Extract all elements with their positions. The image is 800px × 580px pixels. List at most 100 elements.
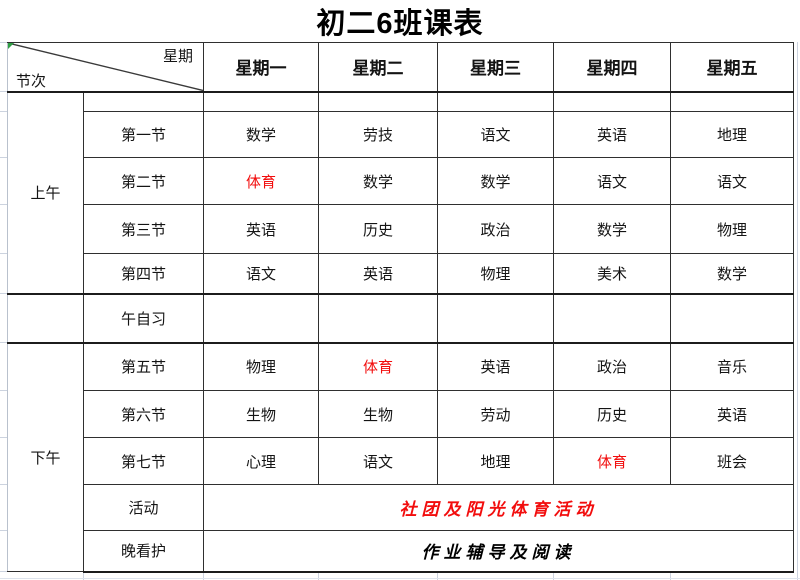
session-morning-cell[interactable]: 上午 — [7, 91, 84, 294]
day-header-tuesday[interactable]: 星期二 — [318, 42, 438, 93]
subject-cell[interactable]: 体育 — [203, 157, 319, 205]
empty-cell[interactable] — [553, 91, 671, 112]
day-header-wednesday[interactable]: 星期三 — [437, 42, 554, 93]
subject-cell[interactable]: 英语 — [318, 253, 438, 294]
subject-cell[interactable]: 美术 — [553, 253, 671, 294]
gridline-stub — [83, 573, 84, 580]
gridline-stub — [0, 91, 7, 92]
subject-cell[interactable]: 政治 — [553, 342, 671, 391]
evening-value-cell[interactable]: 作业辅导及阅读 — [203, 530, 794, 573]
subject-cell[interactable]: 数学 — [553, 204, 671, 254]
table-row: 第一节 数学 劳技 语文 英语 地理 — [8, 111, 794, 158]
gridline-bottom — [0, 578, 800, 579]
subject-cell[interactable]: 劳动 — [437, 390, 554, 438]
subject-cell[interactable]: 历史 — [553, 390, 671, 438]
subject-cell[interactable]: 英语 — [670, 390, 794, 438]
gridline-stub — [318, 573, 319, 580]
header-row: 星期 节次 星期一 星期二 星期三 星期四 星期五 — [7, 42, 794, 93]
gridline-stub — [0, 437, 7, 438]
empty-cell[interactable] — [318, 91, 438, 112]
subject-cell[interactable]: 体育 — [553, 437, 671, 485]
table-row: 第三节 英语 历史 政治 数学 物理 — [8, 204, 794, 254]
corner-label-week: 星期 — [162, 48, 193, 65]
period-cell[interactable]: 第五节 — [83, 342, 204, 391]
subject-cell[interactable]: 班会 — [670, 437, 794, 485]
noon-selfstudy-cell[interactable]: 午自习 — [83, 292, 204, 344]
empty-cell[interactable] — [318, 292, 438, 344]
subject-cell[interactable]: 物理 — [203, 342, 319, 391]
period-cell[interactable]: 活动 — [83, 484, 204, 531]
page-title[interactable]: 初二6班课表 — [316, 8, 484, 40]
subject-cell[interactable]: 语文 — [437, 111, 554, 158]
table-row: 第二节 体育 数学 数学 语文 语文 — [8, 157, 794, 205]
gridline-stub — [0, 157, 7, 158]
corner-header-cell[interactable]: 星期 节次 — [7, 42, 204, 93]
gridline-stub — [0, 530, 7, 531]
subject-cell[interactable]: 语文 — [553, 157, 671, 205]
empty-cell[interactable] — [83, 91, 204, 112]
gridline-right — [797, 42, 798, 580]
subject-cell[interactable]: 生物 — [203, 390, 319, 438]
subject-cell[interactable]: 政治 — [437, 204, 554, 254]
empty-cell[interactable] — [203, 91, 319, 112]
gridline-stub — [0, 293, 7, 294]
empty-cell[interactable] — [670, 91, 794, 112]
empty-cell[interactable] — [203, 292, 319, 344]
empty-cell[interactable] — [553, 292, 671, 344]
subject-cell[interactable]: 英语 — [437, 342, 554, 391]
subject-cell[interactable]: 物理 — [670, 204, 794, 254]
empty-cell[interactable] — [7, 292, 84, 344]
period-cell[interactable]: 晚看护 — [83, 530, 204, 573]
period-cell[interactable]: 第三节 — [83, 204, 204, 254]
gridline-stub — [0, 42, 7, 43]
session-afternoon-cell[interactable]: 下午 — [7, 342, 84, 572]
day-header-monday[interactable]: 星期一 — [203, 42, 319, 93]
subject-cell[interactable]: 语文 — [670, 157, 794, 205]
gridline-stub — [437, 573, 438, 580]
gridline-stub — [0, 111, 7, 112]
gridline-stub — [0, 484, 7, 485]
activity-row: 活动 社团及阳光体育活动 — [8, 484, 794, 531]
gridline-stub — [0, 204, 7, 205]
subject-cell[interactable]: 地理 — [437, 437, 554, 485]
schedule-table: 星期 节次 星期一 星期二 星期三 星期四 星期五 上午 第一节 数学 劳技 语… — [7, 42, 794, 573]
table-row: 第六节 生物 生物 劳动 历史 英语 — [8, 390, 794, 438]
period-cell[interactable]: 第二节 — [83, 157, 204, 205]
empty-cell[interactable] — [437, 292, 554, 344]
period-cell[interactable]: 第七节 — [83, 437, 204, 485]
subject-cell[interactable]: 语文 — [203, 253, 319, 294]
subject-cell[interactable]: 劳技 — [318, 111, 438, 158]
subject-cell[interactable]: 数学 — [437, 157, 554, 205]
subject-cell[interactable]: 数学 — [203, 111, 319, 158]
empty-cell[interactable] — [437, 91, 554, 112]
gridline-stub — [0, 253, 7, 254]
subject-cell[interactable]: 体育 — [318, 342, 438, 391]
subject-cell[interactable]: 英语 — [553, 111, 671, 158]
error-indicator-triangle — [8, 43, 14, 49]
subject-cell[interactable]: 语文 — [318, 437, 438, 485]
period-cell[interactable]: 第六节 — [83, 390, 204, 438]
table-row: 下午 第五节 物理 体育 英语 政治 音乐 — [7, 342, 794, 572]
gridline-stub — [553, 573, 554, 580]
activity-value-cell[interactable]: 社团及阳光体育活动 — [203, 484, 794, 531]
subject-cell[interactable]: 历史 — [318, 204, 438, 254]
subject-cell[interactable]: 音乐 — [670, 342, 794, 391]
subject-cell[interactable]: 心理 — [203, 437, 319, 485]
subject-cell[interactable]: 物理 — [437, 253, 554, 294]
gridline-stub — [670, 573, 671, 580]
day-header-friday[interactable]: 星期五 — [670, 42, 794, 93]
subject-cell[interactable]: 地理 — [670, 111, 794, 158]
gridline-stub — [203, 573, 204, 580]
empty-cell[interactable] — [670, 292, 794, 344]
evening-row: 晚看护 作业辅导及阅读 — [8, 530, 794, 573]
corner-label-period: 节次 — [16, 72, 47, 90]
gridline-stub — [0, 342, 7, 343]
period-cell[interactable]: 第一节 — [83, 111, 204, 158]
subject-cell[interactable]: 数学 — [670, 253, 794, 294]
day-header-thursday[interactable]: 星期四 — [553, 42, 671, 93]
subject-cell[interactable]: 数学 — [318, 157, 438, 205]
subject-cell[interactable]: 英语 — [203, 204, 319, 254]
subject-cell[interactable]: 生物 — [318, 390, 438, 438]
period-cell[interactable]: 第四节 — [83, 253, 204, 294]
table-row: 第四节 语文 英语 物理 美术 数学 — [8, 253, 794, 294]
